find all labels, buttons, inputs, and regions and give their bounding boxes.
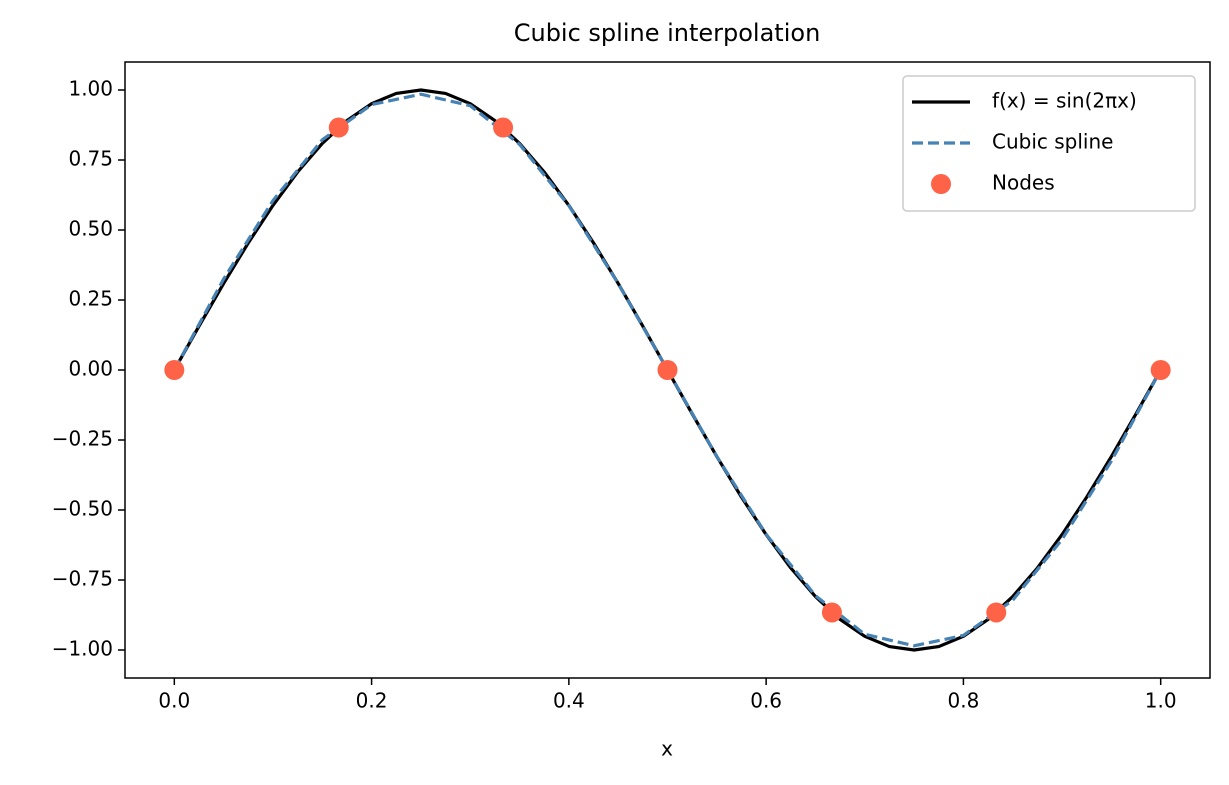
y-tick-label: 0.50 [68,217,113,241]
legend-label: Cubic spline [992,130,1113,154]
x-axis-label: x [661,737,673,761]
node-marker [328,117,349,138]
x-tick-label: 0.0 [158,689,190,713]
y-tick-label: 0.25 [68,287,113,311]
y-tick-label: −1.00 [52,637,113,661]
axes-frame [124,61,1211,679]
y-tick-label: 0.75 [68,147,113,171]
y-tick-label: −0.25 [52,427,113,451]
node-marker [986,602,1007,623]
y-tick-label: 1.00 [68,77,113,101]
legend-label: f(x) = sin(2πx) [992,89,1137,113]
legend-box [902,75,1196,212]
node-marker [1150,360,1171,380]
chart-title: Cubic spline interpolation [514,19,821,47]
x-tick-label: 0.4 [553,689,585,713]
legend-label: Nodes [992,171,1055,195]
node-marker [657,360,678,380]
y-tick-label: −0.75 [52,567,113,591]
x-tick-label: 0.6 [750,689,782,713]
x-tick-label: 0.8 [948,689,980,713]
node-marker [493,117,514,138]
y-tick-label: −0.50 [52,497,113,521]
y-tick-label: 0.00 [68,357,113,381]
node-marker [821,602,842,623]
node-marker [164,360,185,380]
x-tick-label: 0.2 [356,689,388,713]
x-tick-label: 1.0 [1145,689,1177,713]
legend-swatch [931,174,951,194]
